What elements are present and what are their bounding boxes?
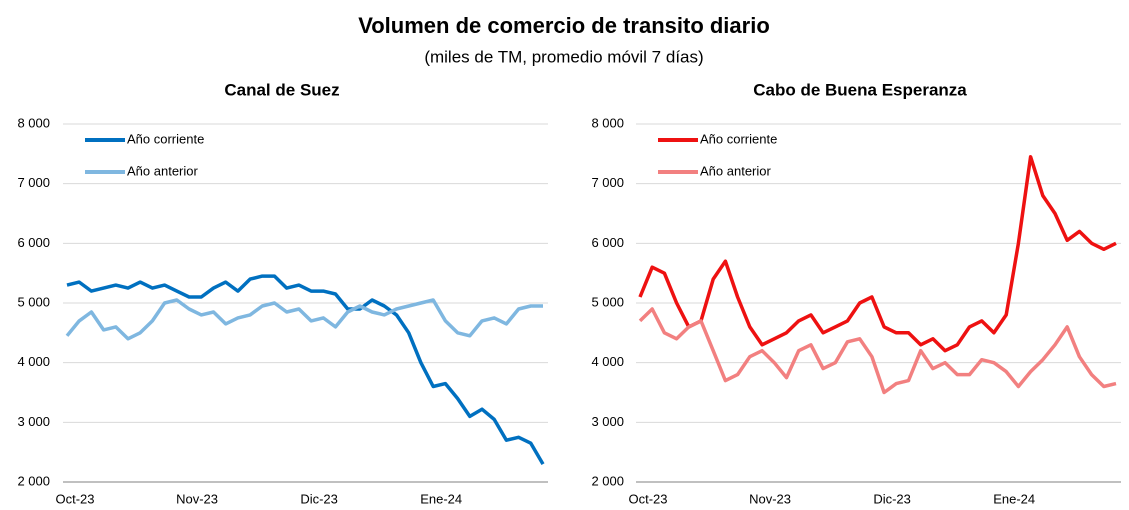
data-line	[66, 274, 545, 465]
y-tick-label: 3 000	[591, 414, 624, 429]
y-tick-label: 7 000	[17, 175, 50, 190]
x-tick-label: Ene-24	[420, 491, 462, 506]
x-tick-label: Oct-23	[55, 491, 94, 506]
y-tick-label: 3 000	[17, 414, 50, 429]
y-tick-label: 2 000	[591, 473, 624, 488]
x-tick-label: Dic-23	[300, 491, 338, 506]
data-line	[638, 307, 1117, 395]
panel-title: Cabo de Buena Esperanza	[753, 80, 967, 99]
legend-label: Año corriente	[700, 131, 777, 146]
y-tick-label: 6 000	[591, 235, 624, 250]
y-tick-label: 5 000	[17, 294, 50, 309]
x-tick-label: Dic-23	[873, 491, 911, 506]
y-tick-label: 8 000	[591, 115, 624, 130]
x-tick-label: Ene-24	[993, 491, 1035, 506]
panel-title: Canal de Suez	[224, 80, 339, 99]
data-line	[65, 298, 543, 341]
x-tick-label: Nov-23	[176, 491, 218, 506]
chart-title: Volumen de comercio de transito diario	[358, 13, 770, 38]
y-tick-label: 5 000	[591, 294, 624, 309]
y-tick-label: 8 000	[17, 115, 50, 130]
y-tick-label: 4 000	[17, 354, 50, 369]
legend-label: Año anterior	[700, 163, 771, 178]
x-tick-label: Oct-23	[628, 491, 667, 506]
y-tick-label: 2 000	[17, 473, 50, 488]
y-tick-label: 7 000	[591, 175, 624, 190]
legend-label: Año corriente	[127, 131, 204, 146]
data-line	[638, 155, 1117, 353]
legend-label: Año anterior	[127, 163, 198, 178]
chart-subtitle: (miles de TM, promedio móvil 7 días)	[424, 47, 703, 66]
y-tick-label: 6 000	[17, 235, 50, 250]
y-tick-label: 4 000	[591, 354, 624, 369]
x-tick-label: Nov-23	[749, 491, 791, 506]
